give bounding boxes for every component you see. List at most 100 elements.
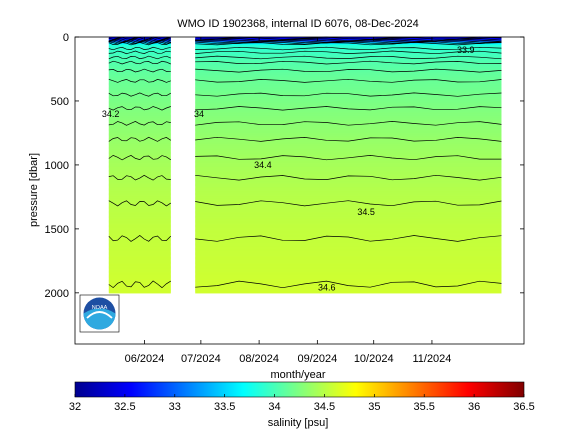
field-band — [195, 162, 502, 165]
field-band — [195, 202, 502, 204]
field-band — [108, 233, 171, 236]
field-band — [108, 112, 171, 115]
field-band — [108, 121, 171, 124]
field-band — [108, 264, 171, 267]
field-band — [195, 144, 502, 147]
contour-line — [195, 55, 502, 60]
field-band — [195, 227, 502, 230]
colorbar-ticks: 32 32.5 33 33.5 34 34.5 35 35.5 36 36.5 — [69, 394, 535, 413]
field-band — [195, 166, 502, 169]
field-band — [108, 177, 171, 180]
field-band — [108, 210, 171, 213]
field-band — [108, 145, 171, 148]
contour-line — [195, 36, 502, 40]
field-band — [108, 159, 171, 162]
field-band — [108, 77, 171, 80]
field-band — [108, 258, 171, 261]
field-band — [108, 80, 171, 83]
field-band — [195, 150, 502, 153]
contour-line — [108, 78, 171, 83]
field-band — [195, 263, 502, 266]
field-band — [108, 222, 171, 225]
field-band — [108, 67, 171, 70]
field-band — [195, 60, 502, 62]
field-band — [108, 74, 171, 76]
field-band — [195, 109, 502, 112]
field-band — [108, 107, 171, 110]
field-band — [108, 116, 171, 119]
field-band — [108, 184, 171, 186]
field-band — [195, 242, 502, 245]
y-tick-label: 500 — [51, 96, 69, 108]
field-band — [108, 95, 171, 98]
field-band — [195, 176, 502, 179]
field-band — [108, 104, 171, 107]
field-band — [195, 232, 502, 235]
field-band — [195, 255, 502, 258]
field-band — [195, 62, 502, 65]
field-band — [195, 161, 502, 163]
colorbar-tick-label: 33 — [169, 401, 181, 413]
field-band — [108, 180, 171, 183]
field-band — [108, 212, 171, 215]
field-band — [195, 58, 502, 61]
field-band — [195, 98, 502, 101]
contour-line — [108, 136, 171, 142]
field-band — [108, 60, 171, 62]
field-band — [195, 198, 502, 201]
field-band — [108, 109, 171, 112]
field-band — [108, 47, 171, 50]
field-band — [108, 89, 171, 92]
field-band — [108, 98, 171, 101]
field-band — [108, 251, 171, 254]
field-band — [108, 157, 171, 160]
field-band — [195, 274, 502, 277]
field-band — [108, 149, 171, 152]
field-band — [108, 68, 171, 71]
x-tick-label: 08/2024 — [239, 353, 279, 365]
field-band — [195, 190, 502, 193]
field-band — [108, 193, 171, 195]
field-band — [195, 223, 502, 226]
field-band — [108, 245, 171, 248]
field-band — [108, 99, 171, 102]
field-band — [108, 282, 171, 285]
field-band — [195, 126, 502, 129]
field-band — [195, 168, 502, 171]
field-band — [108, 236, 171, 239]
field-band — [108, 227, 171, 230]
field-band — [195, 184, 502, 186]
field-band — [108, 228, 171, 231]
field-band — [195, 138, 502, 140]
contour-line — [195, 42, 502, 46]
contour-line — [108, 60, 171, 65]
field-band — [195, 276, 502, 279]
contour-line — [108, 55, 171, 60]
field-band — [108, 44, 171, 47]
field-band — [108, 248, 171, 250]
field-band — [108, 208, 171, 211]
noaa-logo-text: NOAA — [92, 305, 108, 311]
field-band — [195, 157, 502, 160]
field-band — [108, 65, 171, 68]
field-band — [108, 187, 171, 190]
field-band — [195, 67, 502, 70]
field-band — [108, 58, 171, 61]
field-band — [108, 216, 171, 218]
field-band — [195, 136, 502, 139]
contour-line — [108, 42, 171, 46]
field-band — [195, 127, 502, 130]
field-band — [108, 45, 171, 48]
field-band — [195, 125, 502, 128]
field-band — [108, 272, 171, 275]
field-band — [195, 90, 502, 93]
chart-title: WMO ID 1902368, internal ID 6076, 08-Dec… — [177, 18, 419, 30]
field-band — [108, 94, 171, 97]
contour-line — [195, 68, 502, 73]
field-band — [195, 131, 502, 134]
field-band — [195, 180, 502, 183]
contour-line — [108, 200, 171, 207]
field-band — [108, 225, 171, 227]
field-band — [195, 113, 502, 116]
field-band — [108, 168, 171, 171]
